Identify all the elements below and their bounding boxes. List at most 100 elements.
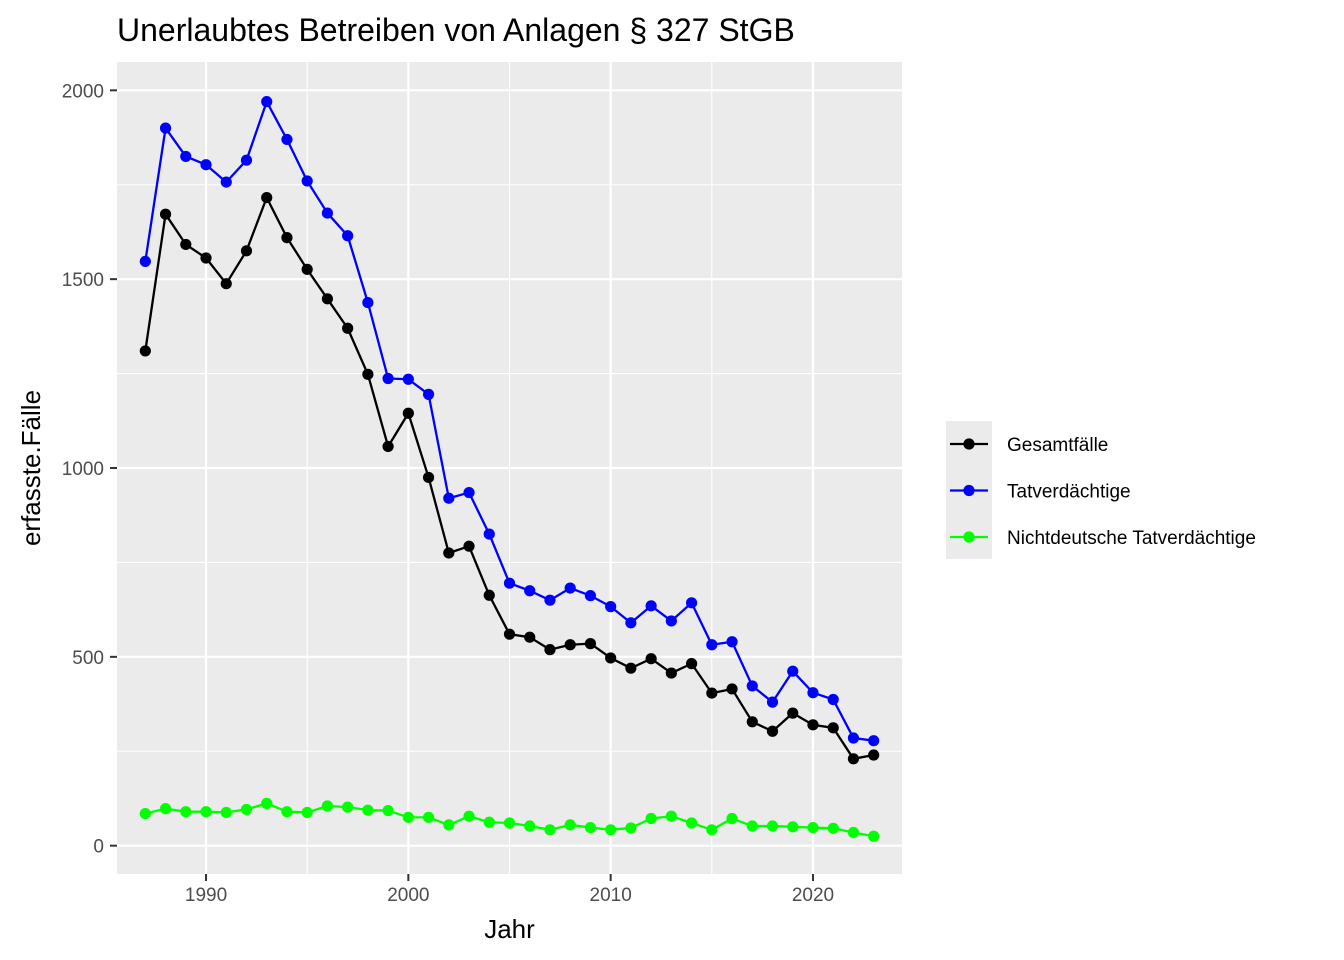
data-point <box>503 817 516 829</box>
data-point <box>746 820 758 832</box>
y-tick-label: 500 <box>72 648 104 669</box>
data-point <box>868 735 880 747</box>
data-point <box>342 230 354 242</box>
data-point <box>261 96 273 108</box>
data-point <box>483 589 495 601</box>
data-point <box>159 803 172 815</box>
data-point <box>139 345 151 357</box>
data-point <box>746 716 758 728</box>
data-point <box>382 440 394 453</box>
series-layer <box>139 96 880 842</box>
data-point <box>281 133 293 146</box>
data-point <box>645 812 657 825</box>
data-point <box>301 263 313 275</box>
data-point <box>220 278 232 290</box>
data-point <box>139 807 151 820</box>
data-point <box>159 122 172 134</box>
x-axis-title: Jahr <box>484 914 535 944</box>
data-point <box>605 652 617 664</box>
data-point <box>503 628 516 640</box>
data-point <box>321 800 334 812</box>
data-point <box>726 636 738 648</box>
x-tick-label: 2000 <box>387 885 429 906</box>
data-point <box>544 594 556 606</box>
data-point <box>159 208 172 220</box>
data-point <box>645 600 657 612</box>
data-point <box>240 803 253 816</box>
data-point <box>402 407 414 419</box>
data-point <box>787 821 799 833</box>
data-point <box>746 680 758 692</box>
data-point <box>200 806 212 818</box>
data-point <box>483 528 495 540</box>
data-point <box>706 824 718 836</box>
data-point <box>301 175 313 187</box>
data-point <box>584 590 597 602</box>
data-point <box>342 801 354 813</box>
data-point <box>382 372 394 385</box>
data-point <box>868 830 880 842</box>
data-point <box>443 492 455 504</box>
data-point <box>584 638 597 650</box>
data-point <box>463 486 475 499</box>
data-point <box>584 821 597 834</box>
data-point <box>766 696 779 708</box>
chart-title: Unerlaubtes Betreiben von Anlagen § 327 … <box>117 12 795 48</box>
data-point <box>807 821 819 834</box>
data-point <box>220 806 232 819</box>
data-point <box>261 797 273 809</box>
legend-key-point <box>963 531 975 543</box>
y-tick-label: 1500 <box>62 270 104 291</box>
data-point <box>847 753 860 765</box>
data-point <box>281 806 293 818</box>
data-point <box>443 547 455 559</box>
data-point <box>362 368 374 380</box>
data-point <box>443 819 455 831</box>
y-axis-title: erfasste.Fälle <box>16 390 46 546</box>
data-point <box>281 232 293 244</box>
data-point <box>180 806 192 818</box>
x-axis: 1990 2000 2010 2020 <box>185 874 834 906</box>
data-point <box>564 582 576 594</box>
data-point <box>321 207 334 219</box>
data-point <box>422 811 435 823</box>
data-point <box>402 811 414 823</box>
data-point <box>524 585 536 597</box>
data-point <box>220 176 232 188</box>
data-point <box>139 255 151 268</box>
data-point <box>847 732 860 744</box>
data-point <box>706 639 718 651</box>
data-point <box>665 667 677 679</box>
series-1 <box>139 191 880 765</box>
data-point <box>261 191 273 204</box>
legend-key-point <box>963 438 975 450</box>
data-point <box>342 322 354 334</box>
data-point <box>382 804 394 817</box>
data-point <box>645 653 657 665</box>
data-point <box>726 812 738 825</box>
x-tick-label: 1990 <box>185 885 227 906</box>
data-point <box>362 296 374 309</box>
data-point <box>483 816 495 828</box>
data-point <box>180 150 192 163</box>
data-point <box>665 810 677 822</box>
data-point <box>180 238 192 251</box>
y-tick-label: 2000 <box>62 81 104 102</box>
data-point <box>685 658 698 670</box>
data-point <box>625 662 637 674</box>
data-point <box>301 806 313 819</box>
data-point <box>422 471 435 484</box>
legend-label: Nichtdeutsche Tatverdächtige <box>1007 528 1256 549</box>
x-tick-label: 2010 <box>590 885 632 906</box>
data-point <box>827 722 839 734</box>
data-point <box>200 252 212 264</box>
data-point <box>605 824 617 836</box>
data-point <box>463 810 475 822</box>
legend-label: Gesamtfälle <box>1007 435 1108 456</box>
data-point <box>362 804 374 816</box>
legend: Gesamtfälle Tatverdächtige Nichtdeutsche T… <box>946 421 1256 559</box>
legend-key-point <box>963 484 975 497</box>
data-point <box>240 154 253 166</box>
major-gridlines <box>117 62 902 874</box>
